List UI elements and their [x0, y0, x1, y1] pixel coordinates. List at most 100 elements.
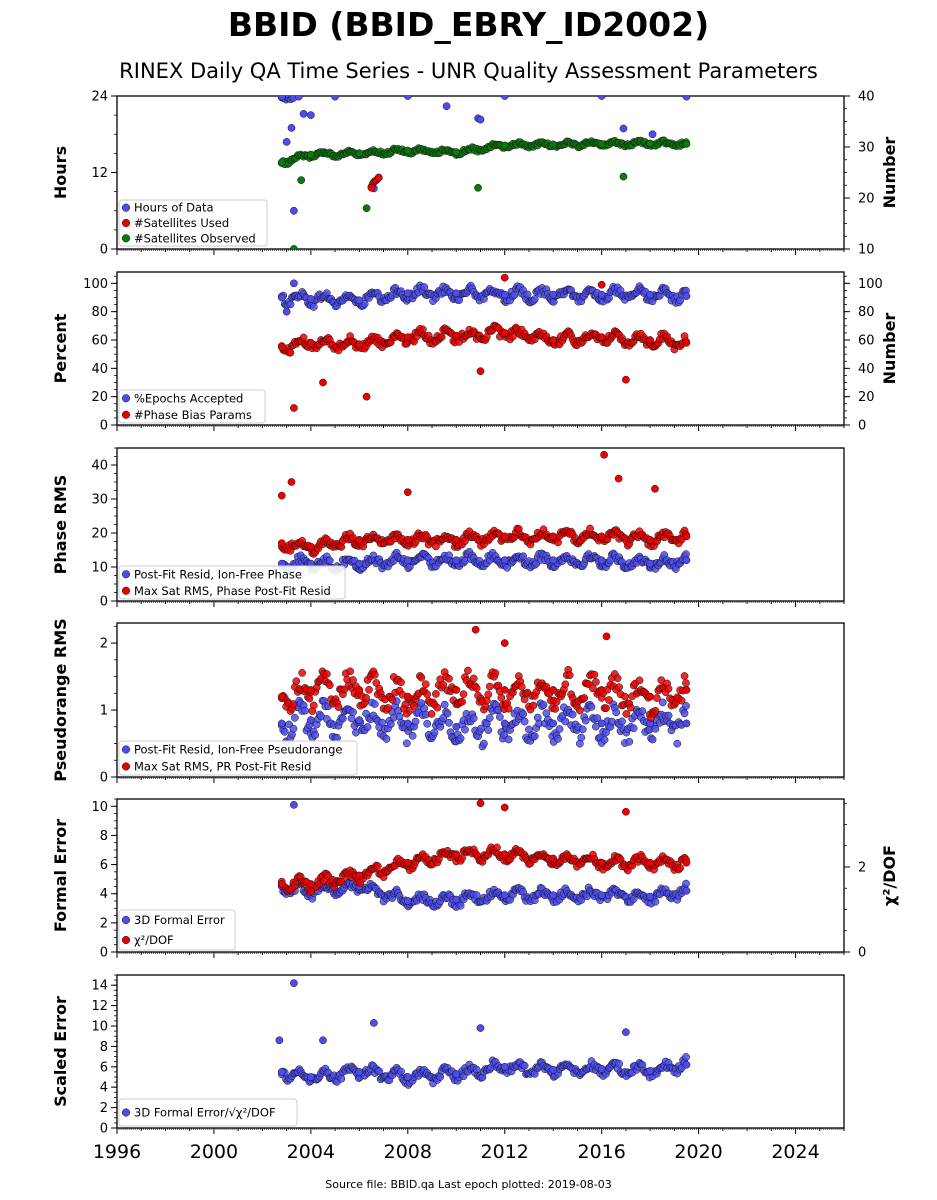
data-point [469, 714, 478, 723]
data-point [561, 680, 570, 689]
data-point [325, 556, 334, 565]
data-point [420, 283, 429, 291]
data-point [542, 709, 551, 718]
data-point [651, 724, 660, 733]
data-point [355, 686, 364, 694]
data-point [289, 724, 298, 733]
legend-box [118, 199, 268, 247]
data-point [411, 717, 420, 726]
data-point [452, 556, 461, 565]
data-point [651, 484, 659, 493]
data-point [597, 280, 606, 289]
y-tick-label: 40 [91, 459, 108, 474]
data-point [586, 524, 594, 533]
data-point [355, 535, 364, 544]
data-point [500, 719, 509, 728]
data-point [539, 701, 548, 709]
data-point [452, 895, 461, 904]
data-point [500, 803, 509, 812]
data-point [500, 686, 509, 694]
data-point [403, 719, 412, 728]
legend-label: #Satellites Used [134, 216, 229, 230]
data-point [646, 535, 654, 544]
y-tick-label: 100 [83, 277, 108, 292]
data-point [289, 700, 298, 708]
data-point [597, 686, 606, 694]
data-point [600, 450, 608, 459]
data-point [442, 102, 451, 111]
data-point [480, 739, 488, 748]
data-point [682, 292, 691, 300]
data-point [680, 709, 689, 718]
panel-4: 0 1 2 Pseudorange RMS Post-Fit Resid, Ion-Fr… [51, 618, 845, 786]
data-point [477, 724, 485, 733]
data-point [664, 711, 673, 720]
data-point [682, 556, 691, 565]
legend-marker [121, 394, 131, 403]
right-y-tick-label: 60 [858, 334, 875, 349]
y-tick-label: 0 [100, 243, 108, 258]
data-point [403, 96, 412, 100]
data-point [355, 559, 364, 568]
data-point [319, 378, 327, 387]
panel-6: 1996 2000 2004 2008 2012 2016 2020 202402468101… [51, 974, 845, 1163]
legend: Post-Fit Resid, Ion-Free Pseudorange Max … [118, 740, 358, 776]
data-point [551, 705, 559, 713]
legend: 3D Formal Error χ²/DOF [118, 909, 236, 951]
data-point [648, 130, 657, 139]
y-axis-label: Percent [51, 313, 70, 383]
data-point [592, 678, 600, 686]
data-point [307, 880, 315, 888]
data-point [549, 719, 558, 728]
legend-marker [121, 762, 131, 771]
data-point [510, 291, 519, 299]
data-point [452, 331, 461, 340]
series-green [277, 136, 691, 249]
legend-label: Max Sat RMS, Phase Post-Fit Resid [134, 584, 331, 598]
data-point [580, 694, 589, 702]
y-tick-label: 1 [100, 704, 108, 719]
data-point [374, 173, 383, 182]
data-point [682, 686, 691, 694]
data-point [497, 693, 506, 702]
y-tick-label: 0 [100, 595, 108, 610]
data-point [403, 146, 412, 155]
data-point [625, 737, 634, 746]
data-point [277, 343, 286, 351]
data-point [290, 404, 298, 412]
data-point [619, 124, 628, 133]
data-point [496, 713, 504, 721]
data-point [403, 556, 412, 565]
data-point [282, 307, 291, 316]
data-point [597, 333, 606, 342]
data-point [452, 289, 461, 298]
data-point [622, 375, 630, 384]
data-point [602, 704, 610, 713]
data-point [370, 670, 379, 679]
legend-label: χ²/DOF [134, 933, 174, 947]
data-point [602, 632, 611, 641]
data-point [299, 333, 308, 342]
right-y-axis-label: Number [880, 313, 899, 385]
data-point [519, 710, 528, 719]
y-axis-label: Hours [51, 146, 70, 199]
data-point [613, 674, 622, 683]
data-point [445, 674, 453, 683]
data-point [363, 723, 372, 731]
data-point [297, 176, 306, 184]
series-blue [277, 800, 691, 911]
data-point [367, 183, 376, 192]
y-tick-label: 20 [91, 527, 108, 542]
legend-label: Max Sat RMS, PR Post-Fit Resid [134, 760, 311, 774]
data-point [287, 478, 296, 486]
data-point [523, 290, 532, 299]
data-point [287, 124, 296, 132]
data-point [682, 532, 691, 541]
data-point [651, 897, 660, 906]
data-point [423, 719, 432, 728]
data-point [622, 807, 630, 816]
data-point [520, 717, 529, 726]
series-red [277, 799, 691, 896]
y-tick-label: 10 [91, 561, 108, 576]
